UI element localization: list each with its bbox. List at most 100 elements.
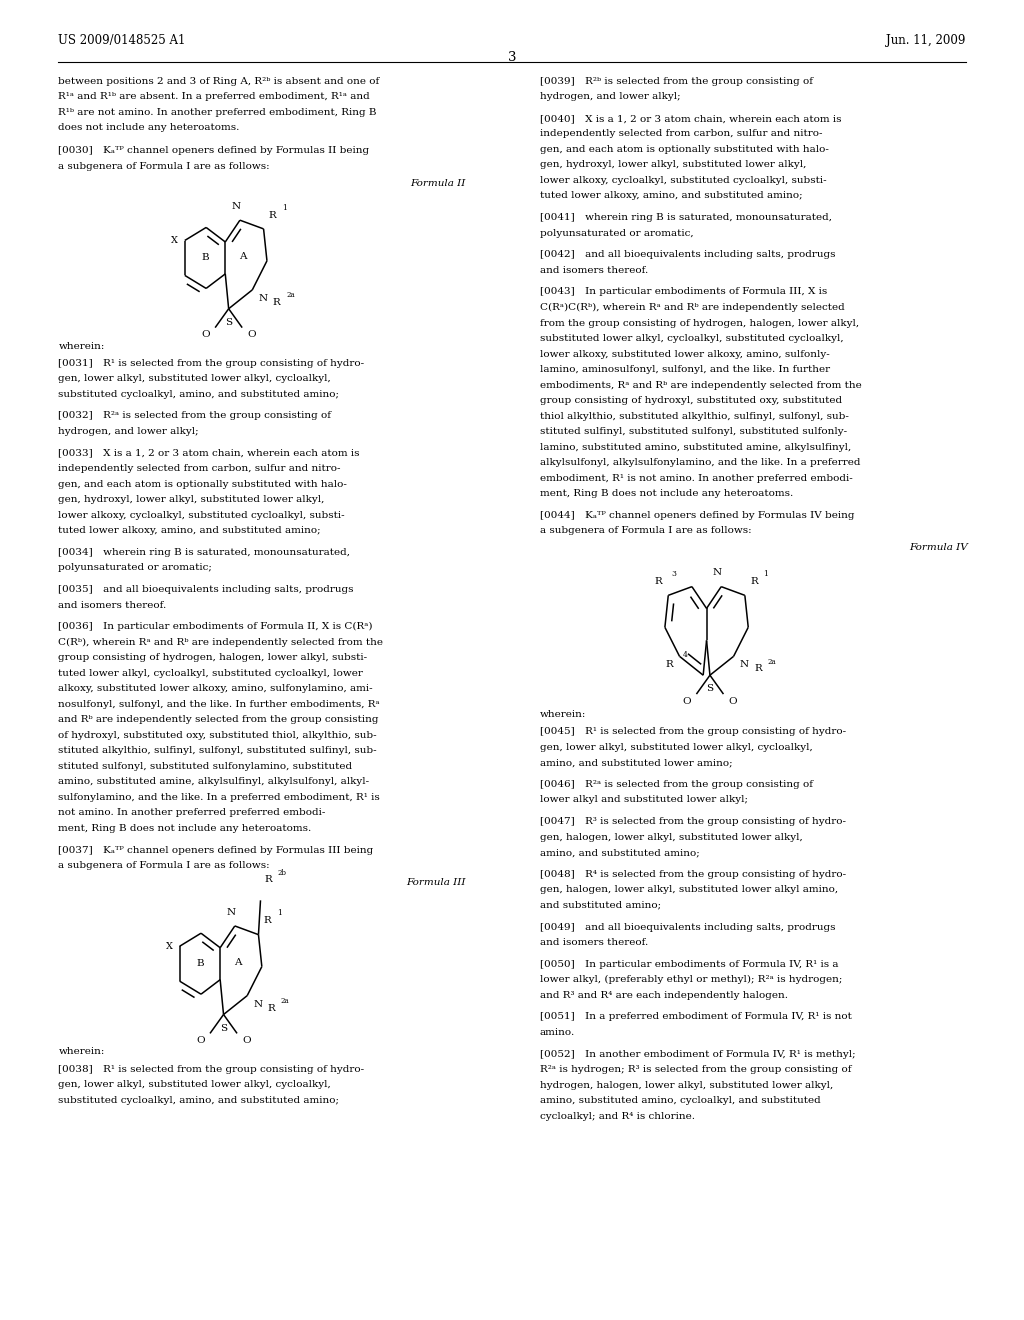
Text: Formula II: Formula II <box>411 180 466 187</box>
Text: lamino, aminosulfonyl, sulfonyl, and the like. In further: lamino, aminosulfonyl, sulfonyl, and the… <box>540 366 829 374</box>
Text: lower alkoxy, substituted lower alkoxy, amino, sulfonly-: lower alkoxy, substituted lower alkoxy, … <box>540 350 829 359</box>
Text: [0030] Kₐᵀᴾ channel openers defined by Formulas II being: [0030] Kₐᵀᴾ channel openers defined by F… <box>58 147 370 156</box>
Text: amino, substituted amino, cycloalkyl, and substituted: amino, substituted amino, cycloalkyl, an… <box>540 1096 820 1105</box>
Text: embodiment, R¹ is not amino. In another preferred embodi-: embodiment, R¹ is not amino. In another … <box>540 474 852 483</box>
Text: B: B <box>202 253 209 263</box>
Text: [0032] R²ᵃ is selected from the group consisting of: [0032] R²ᵃ is selected from the group co… <box>58 412 332 420</box>
Text: [0038] R¹ is selected from the group consisting of hydro-: [0038] R¹ is selected from the group con… <box>58 1064 365 1073</box>
Text: [0047] R³ is selected from the group consisting of hydro-: [0047] R³ is selected from the group con… <box>540 817 846 826</box>
Text: [0040] X is a 1, 2 or 3 atom chain, wherein each atom is: [0040] X is a 1, 2 or 3 atom chain, wher… <box>540 114 841 123</box>
Text: amino, and substituted amino;: amino, and substituted amino; <box>540 847 699 857</box>
Text: gen, halogen, lower alkyl, substituted lower alkyl amino,: gen, halogen, lower alkyl, substituted l… <box>540 886 838 894</box>
Text: R: R <box>654 577 663 586</box>
Text: tuted lower alkoxy, amino, and substituted amino;: tuted lower alkoxy, amino, and substitut… <box>58 527 321 535</box>
Text: lower alkoxy, cycloalkyl, substituted cycloalkyl, substi-: lower alkoxy, cycloalkyl, substituted cy… <box>540 176 826 185</box>
Text: N: N <box>258 294 267 302</box>
Text: and isomers thereof.: and isomers thereof. <box>58 601 167 610</box>
Text: tuted lower alkyl, cycloalkyl, substituted cycloalkyl, lower: tuted lower alkyl, cycloalkyl, substitut… <box>58 669 364 678</box>
Text: amino, substituted amine, alkylsulfinyl, alkylsulfonyl, alkyl-: amino, substituted amine, alkylsulfinyl,… <box>58 777 370 787</box>
Text: and substituted amino;: and substituted amino; <box>540 900 660 909</box>
Text: lower alkyl, (preferably ethyl or methyl); R²ᵃ is hydrogen;: lower alkyl, (preferably ethyl or methyl… <box>540 975 842 985</box>
Text: [0041] wherein ring B is saturated, monounsaturated,: [0041] wherein ring B is saturated, mono… <box>540 213 831 222</box>
Text: N: N <box>226 908 236 916</box>
Text: R: R <box>263 916 271 925</box>
Text: 4: 4 <box>683 651 687 659</box>
Text: [0048] R⁴ is selected from the group consisting of hydro-: [0048] R⁴ is selected from the group con… <box>540 870 846 879</box>
Text: and isomers thereof.: and isomers thereof. <box>540 939 648 946</box>
Text: ment, Ring B does not include any heteroatoms.: ment, Ring B does not include any hetero… <box>540 490 793 498</box>
Text: gen, lower alkyl, substituted lower alkyl, cycloalkyl,: gen, lower alkyl, substituted lower alky… <box>540 743 812 751</box>
Text: N: N <box>713 569 722 577</box>
Text: O: O <box>728 697 737 706</box>
Text: 2b: 2b <box>278 869 287 876</box>
Text: R: R <box>272 298 281 306</box>
Text: [0039] R²ᵇ is selected from the group consisting of: [0039] R²ᵇ is selected from the group co… <box>540 77 813 86</box>
Text: [0052] In another embodiment of Formula IV, R¹ is methyl;: [0052] In another embodiment of Formula … <box>540 1049 855 1059</box>
Text: gen, and each atom is optionally substituted with halo-: gen, and each atom is optionally substit… <box>540 145 828 154</box>
Text: does not include any heteroatoms.: does not include any heteroatoms. <box>58 123 240 132</box>
Text: gen, hydroxyl, lower alkyl, substituted lower alkyl,: gen, hydroxyl, lower alkyl, substituted … <box>58 495 325 504</box>
Text: tuted lower alkoxy, amino, and substituted amino;: tuted lower alkoxy, amino, and substitut… <box>540 191 802 201</box>
Text: N: N <box>253 999 262 1008</box>
Text: [0046] R²ᵃ is selected from the group consisting of: [0046] R²ᵃ is selected from the group co… <box>540 780 813 789</box>
Text: and isomers thereof.: and isomers thereof. <box>540 265 648 275</box>
Text: wherein:: wherein: <box>58 342 104 351</box>
Text: A: A <box>234 958 242 968</box>
Text: N: N <box>231 202 241 211</box>
Text: [0043] In particular embodiments of Formula III, X is: [0043] In particular embodiments of Form… <box>540 288 827 297</box>
Text: of hydroxyl, substituted oxy, substituted thiol, alkylthio, sub-: of hydroxyl, substituted oxy, substitute… <box>58 731 377 741</box>
Text: C(Rᵃ)C(Rᵇ), wherein Rᵃ and Rᵇ are independently selected: C(Rᵃ)C(Rᵇ), wherein Rᵃ and Rᵇ are indepe… <box>540 304 845 312</box>
Text: a subgenera of Formula I are as follows:: a subgenera of Formula I are as follows: <box>58 162 270 170</box>
Text: R²ᵃ is hydrogen; R³ is selected from the group consisting of: R²ᵃ is hydrogen; R³ is selected from the… <box>540 1065 851 1074</box>
Text: and Rᵇ are independently selected from the group consisting: and Rᵇ are independently selected from t… <box>58 715 379 725</box>
Text: C(Rᵇ), wherein Rᵃ and Rᵇ are independently selected from the: C(Rᵇ), wherein Rᵃ and Rᵇ are independent… <box>58 638 383 647</box>
Text: polyunsaturated or aromatic;: polyunsaturated or aromatic; <box>58 564 212 573</box>
Text: S: S <box>225 318 232 327</box>
Text: wherein:: wherein: <box>540 710 586 719</box>
Text: O: O <box>242 1036 251 1045</box>
Text: ment, Ring B does not include any heteroatoms.: ment, Ring B does not include any hetero… <box>58 824 311 833</box>
Text: gen, lower alkyl, substituted lower alkyl, cycloalkyl,: gen, lower alkyl, substituted lower alky… <box>58 1080 331 1089</box>
Text: gen, lower alkyl, substituted lower alkyl, cycloalkyl,: gen, lower alkyl, substituted lower alky… <box>58 374 331 383</box>
Text: [0033] X is a 1, 2 or 3 atom chain, wherein each atom is: [0033] X is a 1, 2 or 3 atom chain, wher… <box>58 449 359 458</box>
Text: R¹ᵇ are not amino. In another preferred embodiment, Ring B: R¹ᵇ are not amino. In another preferred … <box>58 108 377 116</box>
Text: 1: 1 <box>763 570 768 578</box>
Text: thiol alkylthio, substituted alkylthio, sulfinyl, sulfonyl, sub-: thiol alkylthio, substituted alkylthio, … <box>540 412 849 421</box>
Text: O: O <box>197 1036 205 1045</box>
Text: N: N <box>739 660 749 669</box>
Text: [0051] In a preferred embodiment of Formula IV, R¹ is not: [0051] In a preferred embodiment of Form… <box>540 1012 852 1022</box>
Text: substituted cycloalkyl, amino, and substituted amino;: substituted cycloalkyl, amino, and subst… <box>58 389 339 399</box>
Text: group consisting of hydroxyl, substituted oxy, substituted: group consisting of hydroxyl, substitute… <box>540 396 842 405</box>
Text: X: X <box>171 236 177 246</box>
Text: [0050] In particular embodiments of Formula IV, R¹ is a: [0050] In particular embodiments of Form… <box>540 960 839 969</box>
Text: embodiments, Rᵃ and Rᵇ are independently selected from the: embodiments, Rᵃ and Rᵇ are independently… <box>540 380 861 389</box>
Text: amino.: amino. <box>540 1028 574 1038</box>
Text: [0044] Kₐᵀᴾ channel openers defined by Formulas IV being: [0044] Kₐᵀᴾ channel openers defined by F… <box>540 511 854 520</box>
Text: S: S <box>707 685 714 693</box>
Text: 3: 3 <box>672 570 676 578</box>
Text: nosulfonyl, sulfonyl, and the like. In further embodiments, Rᵃ: nosulfonyl, sulfonyl, and the like. In f… <box>58 700 380 709</box>
Text: US 2009/0148525 A1: US 2009/0148525 A1 <box>58 34 185 48</box>
Text: [0037] Kₐᵀᴾ channel openers defined by Formulas III being: [0037] Kₐᵀᴾ channel openers defined by F… <box>58 846 374 854</box>
Text: not amino. In another preferred preferred embodi-: not amino. In another preferred preferre… <box>58 808 326 817</box>
Text: R¹ᵃ and R¹ᵇ are absent. In a preferred embodiment, R¹ᵃ and: R¹ᵃ and R¹ᵇ are absent. In a preferred e… <box>58 92 370 102</box>
Text: and R³ and R⁴ are each independently halogen.: and R³ and R⁴ are each independently hal… <box>540 991 787 999</box>
Text: group consisting of hydrogen, halogen, lower alkyl, substi-: group consisting of hydrogen, halogen, l… <box>58 653 368 663</box>
Text: lamino, substituted amino, substituted amine, alkylsulfinyl,: lamino, substituted amino, substituted a… <box>540 442 851 451</box>
Text: R: R <box>268 211 276 219</box>
Text: Formula IV: Formula IV <box>909 544 968 552</box>
Text: [0036] In particular embodiments of Formula II, X is C(Rᵃ): [0036] In particular embodiments of Form… <box>58 622 373 631</box>
Text: hydrogen, halogen, lower alkyl, substituted lower alkyl,: hydrogen, halogen, lower alkyl, substitu… <box>540 1081 833 1090</box>
Text: R: R <box>750 577 758 586</box>
Text: a subgenera of Formula I are as follows:: a subgenera of Formula I are as follows: <box>540 527 752 536</box>
Text: gen, and each atom is optionally substituted with halo-: gen, and each atom is optionally substit… <box>58 479 347 488</box>
Text: O: O <box>683 697 691 706</box>
Text: [0035] and all bioequivalents including salts, prodrugs: [0035] and all bioequivalents including … <box>58 585 354 594</box>
Text: R: R <box>754 664 762 673</box>
Text: B: B <box>197 960 204 968</box>
Text: [0045] R¹ is selected from the group consisting of hydro-: [0045] R¹ is selected from the group con… <box>540 727 846 737</box>
Text: 2a: 2a <box>767 657 776 665</box>
Text: R: R <box>666 660 674 669</box>
Text: substituted cycloalkyl, amino, and substituted amino;: substituted cycloalkyl, amino, and subst… <box>58 1096 339 1105</box>
Text: [0042] and all bioequivalents including salts, prodrugs: [0042] and all bioequivalents including … <box>540 251 836 259</box>
